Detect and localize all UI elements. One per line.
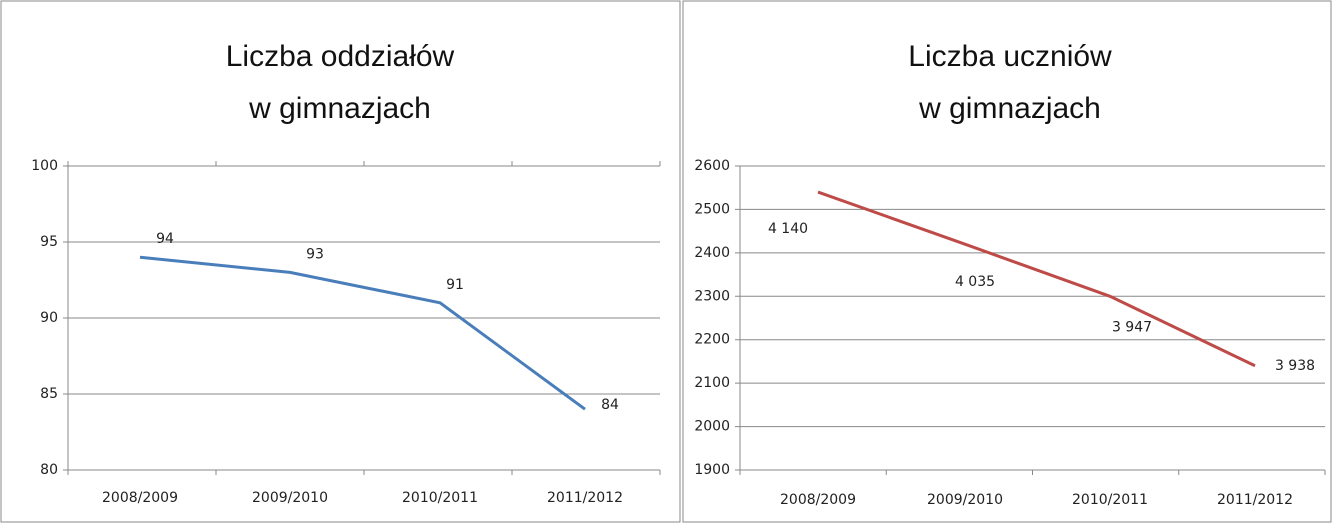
x-tick-label: 2009/2010 [252, 490, 328, 506]
x-tick-label: 2011/2012 [1217, 492, 1293, 508]
line-series [139, 255, 586, 411]
y-tick-label: 2100 [694, 375, 730, 391]
y-tick-label: 2500 [694, 201, 730, 217]
x-tick-label: 2010/2011 [1072, 492, 1148, 508]
chart-title: Liczba uczniów [908, 40, 1112, 73]
x-tick-label: 2009/2010 [927, 492, 1003, 508]
y-tick-label: 2200 [694, 332, 730, 348]
x-tick-label: 2010/2011 [402, 490, 478, 506]
data-label: 93 [306, 246, 324, 262]
data-label: 91 [446, 277, 464, 293]
chart-title: w gimnazjach [918, 92, 1101, 125]
line-series [817, 190, 1256, 368]
y-tick-label: 2400 [694, 245, 730, 261]
y-tick-label: 95 [40, 234, 58, 250]
y-tick-label: 2300 [694, 288, 730, 304]
x-tick-label: 2008/2009 [780, 492, 856, 508]
data-label: 94 [156, 231, 174, 247]
y-tick-label: 85 [40, 386, 58, 402]
chart-title: Liczba oddziałów [226, 40, 455, 73]
x-tick-label: 2008/2009 [102, 490, 178, 506]
y-tick-label: 90 [40, 310, 58, 326]
annotation: 4 035 [955, 274, 995, 290]
y-tick-label: 2600 [694, 158, 730, 174]
chart-title: w gimnazjach [248, 92, 431, 125]
y-tick-label: 2000 [694, 419, 730, 435]
y-tick-label: 80 [40, 462, 58, 478]
annotation: 4 140 [768, 221, 808, 237]
annotation: 3 938 [1275, 358, 1315, 374]
x-tick-label: 2011/2012 [547, 490, 623, 506]
annotation: 3 947 [1112, 319, 1152, 335]
y-tick-label: 100 [31, 158, 58, 174]
y-tick-label: 1900 [694, 462, 730, 478]
data-label: 84 [601, 397, 619, 413]
panel-border [682, 0, 1332, 523]
panel-border [0, 0, 681, 523]
